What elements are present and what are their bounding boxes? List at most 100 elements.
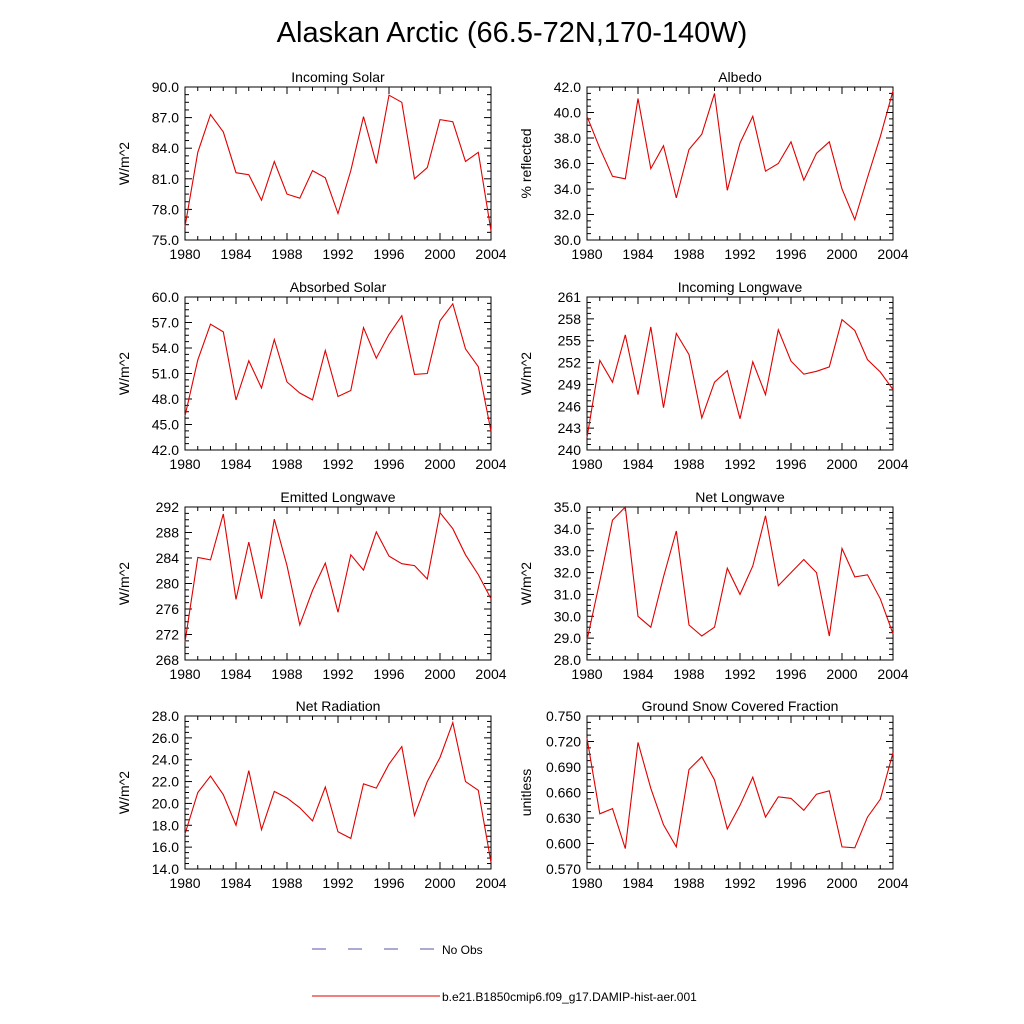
x-tick-label: 1996 bbox=[373, 246, 404, 262]
y-tick-label: 48.0 bbox=[152, 391, 179, 407]
y-tick-label: 28.0 bbox=[554, 652, 581, 668]
y-tick-label: 22.0 bbox=[152, 774, 179, 790]
chart-panel: Absorbed Solar W/m^2 42.0 45.0 48.0 51.0 54.0 5… bbox=[116, 279, 507, 472]
y-tick-label: 249 bbox=[558, 376, 582, 392]
x-tick-label: 1992 bbox=[322, 666, 353, 682]
x-tick-label: 2000 bbox=[826, 456, 857, 472]
series-line bbox=[184, 302, 492, 432]
x-tick-label: 1988 bbox=[271, 456, 302, 472]
series-line bbox=[586, 318, 894, 438]
y-tick-label: 240 bbox=[558, 442, 582, 458]
y-axis-label: % reflected bbox=[518, 128, 534, 198]
x-tick-label: 2004 bbox=[877, 875, 908, 891]
y-tick-label: 78.0 bbox=[152, 201, 179, 217]
x-tick-label: 1988 bbox=[673, 666, 704, 682]
x-tick-label: 1984 bbox=[622, 456, 653, 472]
y-tick-label: 84.0 bbox=[152, 140, 179, 156]
y-tick-label: 45.0 bbox=[152, 417, 179, 433]
y-tick-label: 24.0 bbox=[152, 752, 179, 768]
x-tick-label: 1992 bbox=[724, 875, 755, 891]
y-tick-label: 14.0 bbox=[152, 861, 179, 877]
x-tick-label: 2000 bbox=[424, 246, 455, 262]
x-tick-label: 2004 bbox=[475, 246, 506, 262]
chart-panel: Albedo % reflected 30.0 32.0 34.0 36.0 38.0 40.… bbox=[518, 69, 909, 262]
y-tick-label: 51.0 bbox=[152, 366, 179, 382]
x-tick-label: 1988 bbox=[271, 875, 302, 891]
y-tick-label: 243 bbox=[558, 420, 582, 436]
x-tick-label: 2004 bbox=[475, 666, 506, 682]
x-tick-label: 2000 bbox=[826, 246, 857, 262]
y-tick-label: 261 bbox=[558, 289, 582, 305]
chart-panel: Emitted Longwave W/m^2 268 272 276 280 284 288 2… bbox=[116, 489, 507, 682]
series-line bbox=[184, 511, 492, 643]
y-tick-label: 38.0 bbox=[554, 130, 581, 146]
y-axis-label: W/m^2 bbox=[518, 352, 534, 395]
y-tick-label: 0.720 bbox=[546, 734, 581, 750]
chart-title: Ground Snow Covered Fraction bbox=[642, 698, 839, 714]
y-axis-label: unitless bbox=[518, 769, 534, 816]
x-tick-label: 1988 bbox=[673, 246, 704, 262]
x-tick-label: 2004 bbox=[877, 246, 908, 262]
plot-frame bbox=[184, 715, 492, 870]
y-tick-label: 0.630 bbox=[546, 810, 581, 826]
x-tick-label: 1980 bbox=[571, 666, 602, 682]
y-tick-label: 34.0 bbox=[554, 181, 581, 197]
legend: No Obs b.e21.B1850cmip6.f09_g17.DAMIP-hi… bbox=[312, 943, 697, 1004]
x-tick-label: 1992 bbox=[724, 246, 755, 262]
y-tick-label: 268 bbox=[156, 652, 180, 668]
series-line bbox=[586, 90, 894, 222]
x-tick-label: 1988 bbox=[673, 456, 704, 472]
x-tick-label: 1984 bbox=[220, 246, 251, 262]
y-axis-label: W/m^2 bbox=[116, 771, 132, 814]
y-tick-label: 20.0 bbox=[152, 795, 179, 811]
x-tick-label: 1992 bbox=[322, 456, 353, 472]
y-tick-label: 33.0 bbox=[554, 543, 581, 559]
y-tick-label: 60.0 bbox=[152, 289, 179, 305]
x-tick-label: 1992 bbox=[724, 456, 755, 472]
y-axis-label: W/m^2 bbox=[116, 352, 132, 395]
x-tick-label: 1984 bbox=[622, 666, 653, 682]
panels: Incoming Solar W/m^2 75.0 78.0 81.0 84.0 87.0 9… bbox=[116, 69, 909, 891]
legend-label-model: b.e21.B1850cmip6.f09_g17.DAMIP-hist-aer.… bbox=[442, 990, 697, 1004]
x-tick-label: 1984 bbox=[220, 875, 251, 891]
chart-title: Incoming Longwave bbox=[678, 279, 803, 295]
chart-title: Absorbed Solar bbox=[290, 279, 387, 295]
y-tick-label: 0.600 bbox=[546, 836, 581, 852]
series-line bbox=[586, 738, 894, 849]
y-tick-label: 272 bbox=[156, 627, 180, 643]
chart-title: Albedo bbox=[718, 69, 762, 85]
y-tick-label: 30.0 bbox=[554, 608, 581, 624]
chart-panel: Net Radiation W/m^2 14.0 16.0 18.0 20.0 22.0 24… bbox=[116, 698, 507, 891]
y-tick-label: 57.0 bbox=[152, 315, 179, 331]
x-tick-label: 1984 bbox=[220, 666, 251, 682]
plot-frame bbox=[586, 86, 894, 241]
x-tick-label: 2000 bbox=[826, 666, 857, 682]
x-tick-label: 2004 bbox=[877, 456, 908, 472]
x-tick-label: 1988 bbox=[271, 666, 302, 682]
x-tick-label: 1980 bbox=[169, 246, 200, 262]
y-tick-label: 35.0 bbox=[554, 499, 581, 515]
plot-frame bbox=[184, 506, 492, 661]
y-tick-label: 34.0 bbox=[554, 521, 581, 537]
x-tick-label: 1980 bbox=[169, 456, 200, 472]
y-tick-label: 28.0 bbox=[152, 708, 179, 724]
chart-title: Net Radiation bbox=[296, 698, 381, 714]
x-tick-label: 1980 bbox=[571, 246, 602, 262]
plot-frame bbox=[586, 296, 894, 451]
legend-label-no-obs: No Obs bbox=[442, 943, 483, 957]
x-tick-label: 1980 bbox=[571, 875, 602, 891]
series-line bbox=[184, 720, 492, 863]
chart-title: Emitted Longwave bbox=[280, 489, 395, 505]
y-tick-label: 258 bbox=[558, 311, 582, 327]
plot-frame bbox=[184, 86, 492, 241]
series-line bbox=[586, 505, 894, 641]
x-tick-label: 2004 bbox=[877, 666, 908, 682]
x-tick-label: 2000 bbox=[826, 875, 857, 891]
y-tick-label: 54.0 bbox=[152, 340, 179, 356]
x-tick-label: 1988 bbox=[673, 875, 704, 891]
y-tick-label: 32.0 bbox=[554, 207, 581, 223]
x-tick-label: 1980 bbox=[169, 875, 200, 891]
x-tick-label: 1992 bbox=[322, 246, 353, 262]
y-tick-label: 26.0 bbox=[152, 730, 179, 746]
x-tick-label: 1992 bbox=[724, 666, 755, 682]
